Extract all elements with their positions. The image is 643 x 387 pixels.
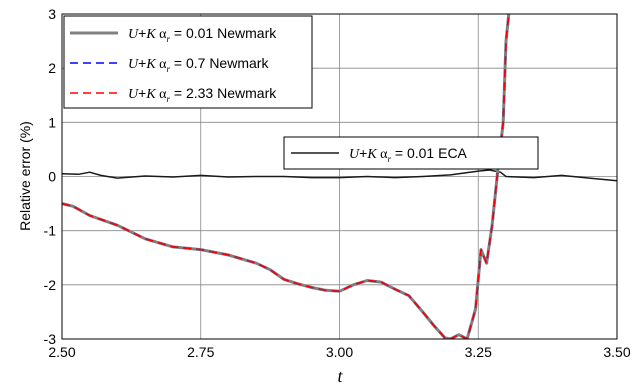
- y-tick-label: -3: [44, 331, 57, 347]
- x-axis-label: t: [337, 366, 343, 386]
- y-tick-label: -1: [44, 223, 57, 239]
- y-tick-label: 1: [48, 114, 56, 130]
- y-tick-label: 2: [48, 60, 56, 76]
- x-tick-label: 3.50: [603, 344, 630, 360]
- y-tick-label: 0: [48, 169, 56, 185]
- y-tick-label: -2: [44, 277, 57, 293]
- series-line-2: [62, 14, 510, 339]
- legend-label-2: U+K αr = 2.33 Newmark: [128, 85, 277, 104]
- y-tick-label: 3: [48, 6, 56, 22]
- legend-newmark-box: [63, 15, 313, 109]
- y-tick-labels: -3 -2 -1 0 1 2 3: [44, 6, 57, 347]
- y-axis-label: Relative error (%): [17, 121, 33, 231]
- series-lines: [62, 14, 617, 339]
- x-tick-label: 2.50: [48, 344, 75, 360]
- x-tick-label: 2.75: [187, 344, 214, 360]
- series-line-3: [62, 169, 617, 182]
- x-tick-labels: 2.50 2.75 3.00 3.25 3.50: [48, 344, 630, 360]
- plot-frame: [61, 13, 618, 340]
- legend-label-3: U+K αr = 0.01 ECA: [349, 145, 468, 164]
- legend-label-0: U+K αr = 0.01 Newmark: [128, 25, 277, 44]
- legend-eca: U+K αr = 0.01 ECA: [283, 136, 539, 170]
- x-tick-label: 3.25: [465, 344, 492, 360]
- x-tick-label: 3.00: [326, 344, 353, 360]
- legend-newmark: U+K αr = 0.01 Newmark U+K αr = 0.7 Newmar…: [63, 15, 313, 109]
- legend-label-1: U+K αr = 0.7 Newmark: [128, 55, 269, 74]
